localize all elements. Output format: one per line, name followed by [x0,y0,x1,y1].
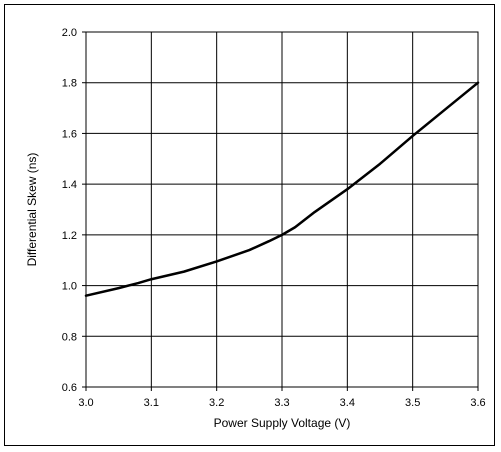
x-tick-label: 3.2 [209,397,224,409]
y-axis-title: Differential Skew (ns) [25,153,39,267]
series-line [84,81,480,297]
y-tick-label: 0.6 [62,382,77,394]
y-tick-label: 0.8 [62,331,77,343]
y-tick-label: 1.2 [62,230,77,242]
x-tick-label: 3.5 [405,397,420,409]
y-tick-label: 2.0 [62,27,77,39]
y-tick-label: 1.4 [62,179,77,191]
x-tick-label: 3.6 [470,397,485,409]
x-axis-tick-labels: 3.0 3.1 3.2 3.3 3.4 3.5 3.6 [78,397,485,409]
x-tick-label: 3.3 [274,397,289,409]
x-tick-label: 3.0 [78,397,93,409]
y-axis-tick-labels: 0.6 0.8 1.0 1.2 1.4 1.6 1.8 2.0 [62,27,77,394]
grid-lines [82,31,479,391]
x-tick-label: 3.1 [144,397,159,409]
y-tick-label: 1.8 [62,78,77,90]
series-layer [84,81,480,297]
plot-area-border [85,31,479,388]
y-tick-label: 1.6 [62,128,77,140]
y-tick-label: 1.0 [62,281,77,293]
x-axis-title: Power Supply Voltage (V) [214,416,351,430]
x-tick-label: 3.4 [340,397,355,409]
